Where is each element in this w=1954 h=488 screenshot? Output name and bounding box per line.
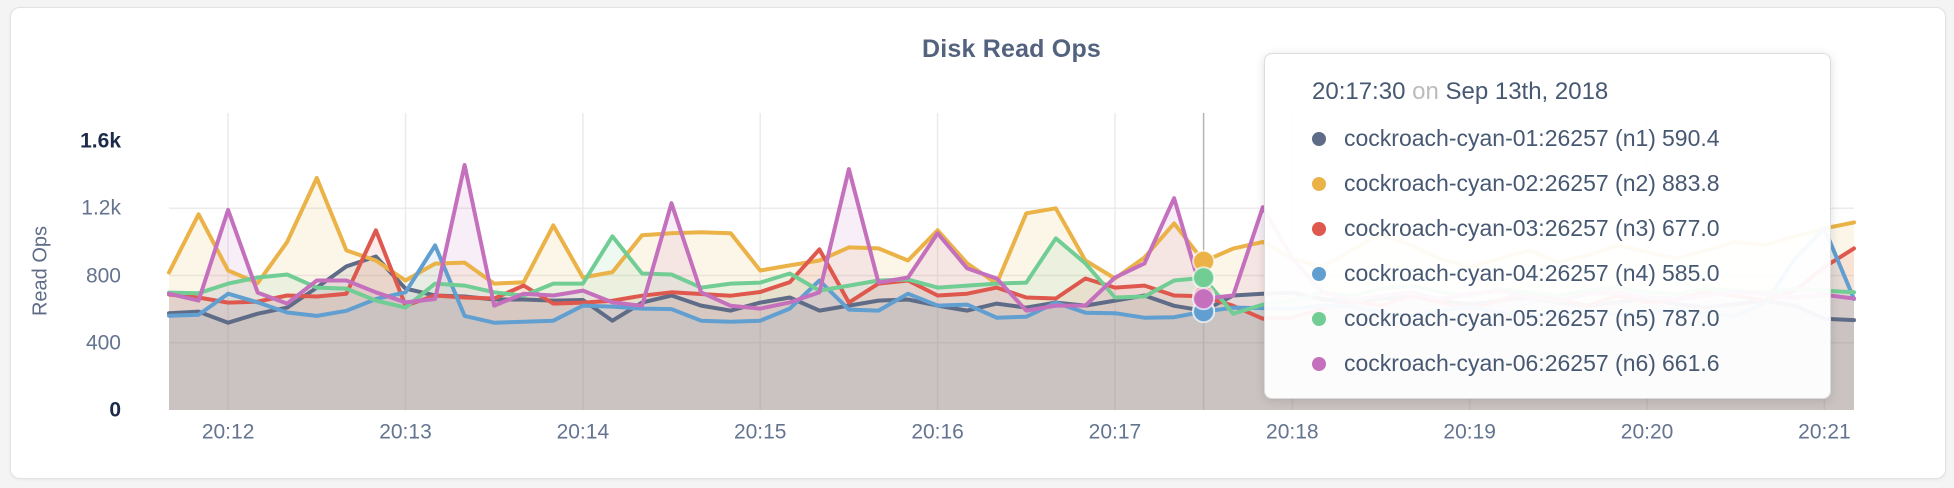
series-color-dot-icon <box>1312 311 1326 326</box>
x-tick-20:16: 20:16 <box>911 420 964 444</box>
tooltip-row: cockroach-cyan-05:26257 (n5) 787.0 <box>1312 296 1800 341</box>
x-tick-20:18: 20:18 <box>1266 420 1319 444</box>
y-tick-400: 400 <box>85 331 121 355</box>
series-color-dot-icon <box>1312 221 1326 236</box>
tooltip-row: cockroach-cyan-02:26257 (n2) 883.8 <box>1312 161 1800 206</box>
series-name: cockroach-cyan-01:26257 (n1) <box>1344 125 1656 151</box>
tooltip-time: 20:17:30 <box>1312 78 1406 105</box>
y-tick-800: 800 <box>85 264 121 287</box>
crosshair-dot-n6 <box>1192 287 1216 311</box>
series-color-dot-icon <box>1312 266 1326 281</box>
series-name: cockroach-cyan-02:26257 (n2) <box>1344 170 1656 196</box>
x-tick-20:13: 20:13 <box>379 420 432 444</box>
series-value: 590.4 <box>1662 125 1720 151</box>
series-value: 787.0 <box>1662 305 1720 331</box>
tooltip-rows: cockroach-cyan-01:26257 (n1) 590.4 cockroa… <box>1312 116 1800 386</box>
x-tick-20:15: 20:15 <box>733 420 787 444</box>
crosshair-dot-n5 <box>1192 266 1216 290</box>
series-name: cockroach-cyan-06:26257 (n6) <box>1344 350 1656 376</box>
chart-title: Disk Read Ops <box>921 35 1102 63</box>
tooltip-row: cockroach-cyan-03:26257 (n3) 677.0 <box>1312 206 1800 251</box>
tooltip-row: cockroach-cyan-06:26257 (n6) 661.6 <box>1312 341 1800 386</box>
series-value: 585.0 <box>1662 260 1720 286</box>
series-value: 661.6 <box>1662 350 1720 376</box>
y-tick-1.2k: 1.2k <box>81 196 121 220</box>
x-tick-20:12: 20:12 <box>201 420 255 444</box>
series-name: cockroach-cyan-04:26257 (n4) <box>1344 260 1656 286</box>
series-color-dot-icon <box>1312 131 1326 146</box>
x-tick-20:19: 20:19 <box>1443 420 1496 444</box>
tooltip-conjunction: on <box>1412 78 1439 105</box>
tooltip-date: Sep 13th, 2018 <box>1445 78 1609 105</box>
x-tick-20:17: 20:17 <box>1088 420 1142 444</box>
series-color-dot-icon <box>1312 176 1326 191</box>
tooltip-row: cockroach-cyan-04:26257 (n4) 585.0 <box>1312 251 1800 296</box>
series-value: 883.8 <box>1662 170 1720 196</box>
y-tick-0: 0 <box>109 398 121 422</box>
tooltip-header: 20:17:30 on Sep 13th, 2018 <box>1312 77 1800 107</box>
series-color-dot-icon <box>1312 356 1326 371</box>
tooltip-row: cockroach-cyan-01:26257 (n1) 590.4 <box>1312 116 1800 161</box>
x-tick-20:14: 20:14 <box>556 420 610 444</box>
series-name: cockroach-cyan-05:26257 (n5) <box>1344 305 1656 331</box>
y-tick-1.6k: 1.6k <box>80 129 121 153</box>
hover-tooltip: 20:17:30 on Sep 13th, 2018 cockroach-cya… <box>1264 53 1831 399</box>
disk-read-ops-panel: Disk Read Ops Read Ops 0 400 800 1.2k 1.6k 2… <box>10 7 1946 479</box>
series-name: cockroach-cyan-03:26257 (n3) <box>1344 215 1656 241</box>
series-value: 677.0 <box>1662 215 1720 241</box>
x-tick-20:20: 20:20 <box>1620 420 1674 444</box>
x-tick-20:21: 20:21 <box>1798 420 1851 444</box>
